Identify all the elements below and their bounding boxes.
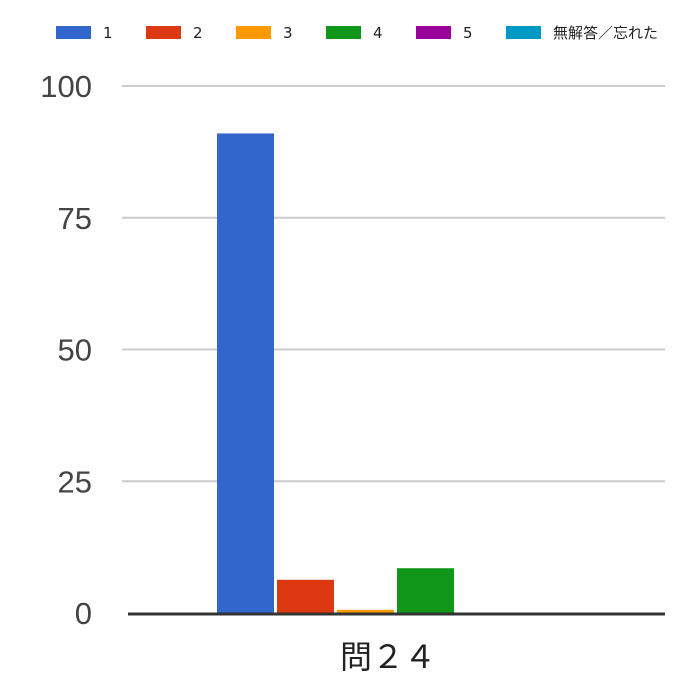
legend-swatch [236,26,271,39]
legend-swatch [416,26,451,39]
legend-swatch [326,26,361,39]
bar-series-4 [397,568,454,613]
y-tick-label: 25 [58,464,92,499]
y-tick-label: 50 [58,333,92,368]
legend-label: 2 [193,24,203,42]
legend-swatch [506,26,541,39]
legend-label: 3 [283,24,293,42]
legend-swatch [146,26,181,39]
legend-label: 無解答／忘れた [553,24,658,42]
x-tick-label: 問２４ [340,638,436,676]
legend-label: 1 [103,24,113,42]
bar-series-1 [217,133,274,613]
y-tick-label: 100 [40,69,92,104]
bar-series-3 [337,609,394,613]
y-tick-label: 75 [58,201,92,236]
bar-series-2 [277,579,334,613]
y-tick-label: 0 [75,596,92,631]
legend-label: 5 [463,24,473,42]
legend-swatch [56,26,91,39]
legend-label: 4 [373,24,383,42]
